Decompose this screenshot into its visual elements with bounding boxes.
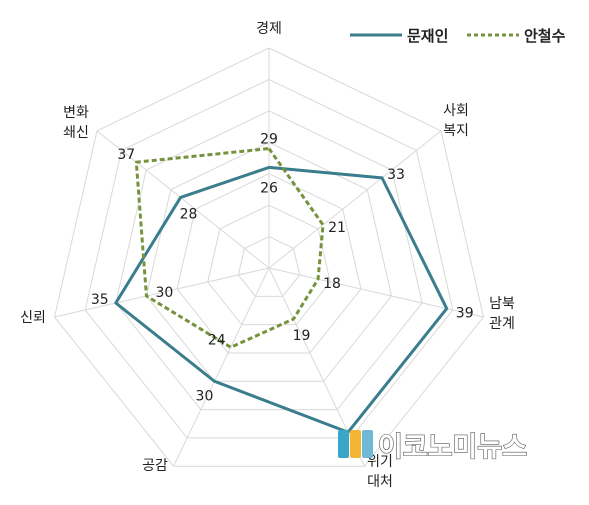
watermark: 이코노미뉴스 bbox=[338, 430, 528, 464]
axis-label: 위기 bbox=[367, 454, 393, 470]
data-label-moon: 26 bbox=[260, 180, 278, 196]
data-label-ahn: 21 bbox=[328, 220, 346, 236]
data-label-ahn: 24 bbox=[208, 332, 226, 348]
axis-label: 대처 bbox=[367, 474, 393, 490]
axis-label: 공감 bbox=[142, 458, 168, 474]
axis-label: 남북 bbox=[489, 296, 515, 312]
data-label-ahn: 30 bbox=[156, 285, 174, 301]
axis-label: 변화 bbox=[63, 105, 89, 121]
data-label-moon: 28 bbox=[180, 206, 198, 222]
series-line-moon bbox=[114, 165, 449, 434]
grid-ring bbox=[53, 47, 485, 467]
data-label-moon: 35 bbox=[91, 292, 109, 308]
axis-label: 복지 bbox=[443, 123, 469, 139]
grid-ring bbox=[145, 141, 393, 382]
grid-spoke bbox=[173, 267, 270, 467]
axis-label: 경제 bbox=[256, 21, 282, 37]
grid-ring bbox=[207, 204, 331, 326]
legend-label-moon: 문재인 bbox=[407, 27, 448, 45]
grid-ring bbox=[115, 110, 423, 411]
axis-label: 쇄신 bbox=[63, 125, 89, 141]
grid-spoke bbox=[96, 130, 270, 269]
legend-label-ahn: 안철수 bbox=[524, 27, 566, 45]
series-lines bbox=[114, 147, 449, 434]
grid-ring bbox=[237, 236, 301, 297]
grid-spoke bbox=[268, 267, 484, 318]
axis-label: 사회 bbox=[443, 103, 469, 119]
data-label-ahn: 37 bbox=[117, 147, 135, 163]
data-label-moon: 33 bbox=[387, 167, 405, 183]
data-label-ahn: 19 bbox=[293, 328, 311, 344]
axis-label: 신뢰 bbox=[20, 310, 46, 326]
data-label-ahn: 18 bbox=[323, 276, 341, 292]
radar-grid bbox=[53, 47, 485, 467]
data-label-ahn: 29 bbox=[260, 132, 278, 148]
data-label-moon: 39 bbox=[456, 306, 474, 322]
legend: 문재인 안철수 bbox=[350, 27, 566, 45]
axis-label: 관계 bbox=[489, 316, 515, 332]
watermark-logo-icon bbox=[338, 430, 373, 458]
grid-spoke bbox=[268, 130, 442, 269]
grid-ring bbox=[176, 173, 362, 354]
watermark-text: 이코노미뉴스 bbox=[378, 432, 527, 463]
grid-ring bbox=[84, 78, 454, 439]
series-line-ahn bbox=[134, 147, 325, 349]
data-label-moon: 30 bbox=[196, 388, 214, 404]
grid-spoke bbox=[54, 267, 270, 318]
